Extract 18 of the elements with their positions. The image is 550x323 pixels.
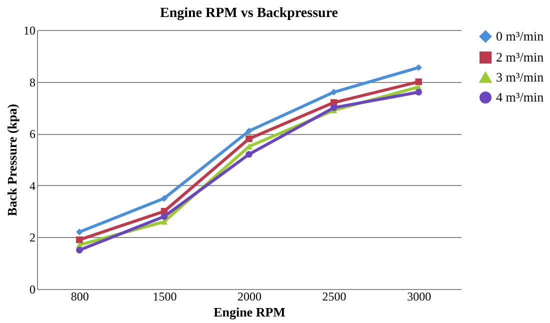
chart-title: Engine RPM vs Backpressure — [160, 6, 338, 21]
x-tick-label: 2500 — [322, 290, 346, 304]
legend-label: 3 m³/min — [496, 70, 544, 84]
x-tick-label: 1500 — [152, 290, 177, 304]
y-axis-title: Back Pressure (kpa) — [4, 104, 20, 216]
y-tick-label: 6 — [30, 127, 36, 142]
y-tick-label: 10 — [24, 24, 36, 38]
x-tick-label: 2000 — [238, 290, 262, 304]
x-tick-label: 800 — [70, 290, 89, 304]
legend-label: 2 m³/min — [496, 50, 544, 64]
y-tick-label: 2 — [30, 230, 36, 245]
y-tick-label: 0 — [30, 282, 36, 296]
legend-label: 4 m³/min — [496, 90, 544, 104]
x-tick-label: 3000 — [407, 290, 432, 304]
y-tick-label: 4 — [30, 178, 36, 193]
y-tick-label: 8 — [30, 75, 36, 90]
x-axis-title: Engine RPM — [214, 304, 286, 320]
legend-label: 0 m³/min — [496, 28, 544, 44]
